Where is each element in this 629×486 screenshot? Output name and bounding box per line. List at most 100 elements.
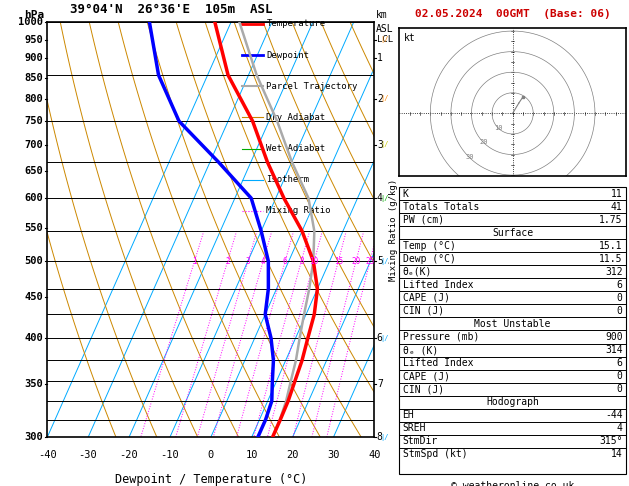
Text: 0: 0 <box>617 293 623 303</box>
Text: θₑ(K): θₑ(K) <box>403 267 432 277</box>
Text: 3: 3 <box>377 140 383 150</box>
Text: Dry Adiabat: Dry Adiabat <box>266 113 325 122</box>
Text: 5: 5 <box>377 256 383 266</box>
Text: 11.5: 11.5 <box>599 254 623 264</box>
Text: 1.75: 1.75 <box>599 215 623 225</box>
Text: 1: 1 <box>377 53 383 63</box>
Text: 950: 950 <box>25 35 43 45</box>
Text: CAPE (J): CAPE (J) <box>403 371 450 381</box>
Text: |/: |/ <box>381 36 389 43</box>
Text: 0: 0 <box>617 306 623 316</box>
Text: 10: 10 <box>494 125 503 131</box>
Text: 350: 350 <box>25 379 43 389</box>
Text: CIN (J): CIN (J) <box>403 384 443 394</box>
Text: SREH: SREH <box>403 423 426 433</box>
Text: 450: 450 <box>25 293 43 302</box>
Text: 1: 1 <box>192 257 197 265</box>
Text: 2: 2 <box>225 257 230 265</box>
Text: Hodograph: Hodograph <box>486 397 539 407</box>
Text: km: km <box>376 10 387 20</box>
Text: 400: 400 <box>25 333 43 343</box>
Text: ASL: ASL <box>376 24 394 34</box>
Text: EH: EH <box>403 410 415 420</box>
Text: PW (cm): PW (cm) <box>403 215 443 225</box>
Text: 11: 11 <box>611 189 623 199</box>
Text: Most Unstable: Most Unstable <box>474 319 551 329</box>
Text: 6: 6 <box>283 257 287 265</box>
Text: 500: 500 <box>25 256 43 266</box>
Text: 41: 41 <box>611 202 623 212</box>
Text: 0: 0 <box>208 450 214 460</box>
Text: -44: -44 <box>605 410 623 420</box>
Text: 4: 4 <box>617 423 623 433</box>
Text: |/: |/ <box>381 95 389 103</box>
Text: kt: kt <box>404 33 416 43</box>
Text: 850: 850 <box>25 73 43 83</box>
Text: Temp (°C): Temp (°C) <box>403 241 455 251</box>
Text: K: K <box>403 189 408 199</box>
Text: 2: 2 <box>377 94 383 104</box>
Text: 10: 10 <box>245 450 258 460</box>
Text: 550: 550 <box>25 223 43 233</box>
Text: -30: -30 <box>79 450 97 460</box>
Text: 0: 0 <box>617 371 623 381</box>
Text: Isotherm: Isotherm <box>266 175 309 184</box>
Text: CIN (J): CIN (J) <box>403 306 443 316</box>
Text: Pressure (mb): Pressure (mb) <box>403 332 479 342</box>
Text: |/: |/ <box>381 141 389 148</box>
Text: 312: 312 <box>605 267 623 277</box>
Text: 4: 4 <box>261 257 265 265</box>
Text: 7: 7 <box>377 379 383 389</box>
Text: 315°: 315° <box>599 436 623 446</box>
Text: LCL: LCL <box>377 35 393 44</box>
Text: -10: -10 <box>160 450 179 460</box>
Text: 10: 10 <box>309 257 319 265</box>
Text: 650: 650 <box>25 166 43 175</box>
Text: Totals Totals: Totals Totals <box>403 202 479 212</box>
Text: Lifted Index: Lifted Index <box>403 280 473 290</box>
Text: 15: 15 <box>334 257 343 265</box>
Text: |/: |/ <box>381 335 389 342</box>
Text: CAPE (J): CAPE (J) <box>403 293 450 303</box>
Text: 39°04'N  26°36'E  105m  ASL: 39°04'N 26°36'E 105m ASL <box>70 2 273 16</box>
Text: 750: 750 <box>25 116 43 126</box>
Text: 02.05.2024  00GMT  (Base: 06): 02.05.2024 00GMT (Base: 06) <box>415 9 611 19</box>
Text: θₑ (K): θₑ (K) <box>403 345 438 355</box>
Text: 30: 30 <box>327 450 340 460</box>
Text: Dewpoint: Dewpoint <box>266 51 309 60</box>
Text: Dewpoint / Temperature (°C): Dewpoint / Temperature (°C) <box>114 473 307 486</box>
Text: hPa: hPa <box>24 10 44 20</box>
Text: 4: 4 <box>377 193 383 203</box>
Text: 600: 600 <box>25 193 43 203</box>
Text: |/: |/ <box>381 195 389 202</box>
Text: 8: 8 <box>377 433 383 442</box>
Text: 6: 6 <box>377 333 383 343</box>
Text: 300: 300 <box>25 433 43 442</box>
Text: Mixing Ratio (g/kg): Mixing Ratio (g/kg) <box>389 178 398 281</box>
Text: -40: -40 <box>38 450 57 460</box>
Text: Dewp (°C): Dewp (°C) <box>403 254 455 264</box>
Text: |/: |/ <box>381 434 389 441</box>
Text: 20: 20 <box>286 450 299 460</box>
Text: 1000: 1000 <box>18 17 43 27</box>
Text: Mixing Ratio: Mixing Ratio <box>266 207 331 215</box>
Text: |/: |/ <box>381 258 389 264</box>
Text: StmDir: StmDir <box>403 436 438 446</box>
Text: 900: 900 <box>25 53 43 63</box>
Text: 3: 3 <box>246 257 250 265</box>
Text: 15.1: 15.1 <box>599 241 623 251</box>
Text: 0: 0 <box>617 384 623 394</box>
Text: 25: 25 <box>365 257 375 265</box>
Text: 6: 6 <box>617 280 623 290</box>
Text: 900: 900 <box>605 332 623 342</box>
Text: StmSpd (kt): StmSpd (kt) <box>403 449 467 459</box>
Text: 700: 700 <box>25 140 43 150</box>
Text: Parcel Trajectory: Parcel Trajectory <box>266 82 358 91</box>
Text: Lifted Index: Lifted Index <box>403 358 473 368</box>
Text: 20: 20 <box>352 257 360 265</box>
Text: 40: 40 <box>368 450 381 460</box>
Text: 8: 8 <box>299 257 304 265</box>
Text: Temperature: Temperature <box>266 19 325 29</box>
Text: 20: 20 <box>479 139 488 145</box>
Text: Wet Adiabat: Wet Adiabat <box>266 144 325 153</box>
